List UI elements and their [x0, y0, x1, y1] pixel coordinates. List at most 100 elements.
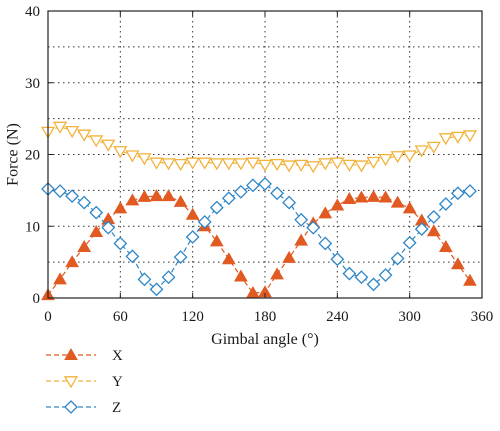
data-point-z — [113, 236, 128, 251]
data-point-x — [65, 255, 79, 268]
data-point-x — [438, 240, 453, 253]
data-point-y — [149, 157, 164, 170]
data-point-x — [354, 190, 369, 203]
x-tick-label: 360 — [471, 309, 494, 325]
y-tick-label: 0 — [33, 291, 41, 307]
data-point-z — [378, 268, 393, 282]
data-point-x — [451, 257, 465, 270]
data-point-z — [197, 215, 212, 229]
data-point-x — [221, 252, 236, 265]
series-x — [41, 189, 477, 301]
data-point-z — [306, 220, 321, 235]
legend-marker — [64, 347, 78, 360]
data-point-y — [52, 121, 68, 134]
data-point-z — [101, 220, 116, 235]
data-point-x — [294, 233, 309, 246]
data-point-x — [463, 273, 477, 286]
y-axis-title: Force (N) — [5, 123, 22, 186]
data-point-z — [246, 178, 260, 193]
series-z — [41, 176, 477, 297]
data-point-y — [245, 157, 261, 170]
data-point-y — [125, 150, 140, 163]
data-point-y — [233, 158, 249, 171]
legend-label: Y — [112, 374, 123, 390]
data-point-y — [269, 158, 285, 172]
data-point-y — [257, 159, 273, 172]
data-point-x — [378, 190, 393, 203]
data-point-z — [438, 197, 453, 211]
legend-marker — [63, 376, 79, 389]
data-point-z — [221, 191, 236, 206]
data-point-z — [354, 270, 369, 285]
data-point-z — [209, 200, 224, 215]
data-point-y — [402, 150, 417, 163]
data-point-x — [330, 198, 345, 211]
x-tick-label: 120 — [181, 309, 204, 325]
data-point-z — [125, 249, 140, 264]
y-tick-label: 40 — [25, 4, 40, 20]
data-point-y — [342, 159, 357, 172]
data-point-y — [281, 160, 297, 173]
data-point-y — [462, 130, 478, 143]
data-point-z — [53, 184, 67, 199]
data-point-x — [173, 194, 188, 207]
data-point-y — [318, 158, 333, 171]
data-point-y — [137, 153, 152, 166]
data-point-x — [125, 193, 140, 206]
data-point-x — [137, 189, 152, 202]
data-point-z — [426, 210, 441, 224]
data-point-y — [438, 133, 453, 146]
y-tick-label: 10 — [25, 219, 40, 235]
data-point-y — [390, 151, 405, 164]
data-point-y — [185, 157, 200, 170]
data-point-z — [270, 186, 284, 201]
data-point-z — [258, 176, 272, 191]
data-point-y — [64, 125, 80, 139]
data-point-y — [173, 158, 188, 172]
data-point-z — [294, 212, 309, 227]
data-point-x — [161, 189, 176, 202]
grid — [48, 11, 482, 298]
data-point-z — [282, 195, 297, 210]
data-point-y — [414, 145, 429, 158]
y-tick-label: 20 — [25, 148, 40, 164]
data-point-z — [65, 189, 80, 204]
data-point-y — [113, 146, 128, 159]
data-point-y — [161, 158, 176, 171]
data-point-z — [390, 251, 405, 266]
data-point-y — [354, 160, 369, 173]
legend-marker — [64, 400, 78, 414]
data-point-y — [306, 161, 321, 174]
data-point-y — [294, 159, 309, 172]
data-point-y — [450, 131, 466, 144]
data-point-x — [53, 272, 67, 285]
data-point-x — [149, 189, 164, 202]
data-point-y — [378, 153, 393, 167]
series-line-z — [47, 183, 471, 291]
series-y — [40, 121, 478, 174]
data-point-y — [197, 157, 212, 170]
data-point-z — [77, 195, 92, 210]
data-point-x — [209, 234, 224, 247]
x-tick-label: 240 — [326, 309, 349, 325]
data-point-x — [270, 267, 284, 280]
data-point-z — [318, 236, 333, 251]
data-point-z — [330, 252, 345, 267]
data-point-y — [366, 156, 381, 169]
data-point-y — [426, 141, 441, 154]
data-point-z — [402, 235, 417, 250]
data-point-x — [402, 201, 417, 214]
ticks: 0 60 120 180 240 300 360 0 10 20 30 40 — [25, 4, 493, 325]
data-point-z — [161, 270, 176, 285]
x-axis-title: Gimbal angle (°) — [211, 331, 319, 348]
data-point-x — [234, 269, 248, 282]
data-point-y — [221, 158, 236, 171]
data-point-z — [89, 205, 104, 220]
x-tick-label: 180 — [254, 309, 277, 325]
data-point-y — [330, 157, 345, 170]
legend-item-z: Z — [46, 400, 121, 416]
data-point-x — [342, 191, 357, 204]
data-point-x — [89, 224, 104, 237]
